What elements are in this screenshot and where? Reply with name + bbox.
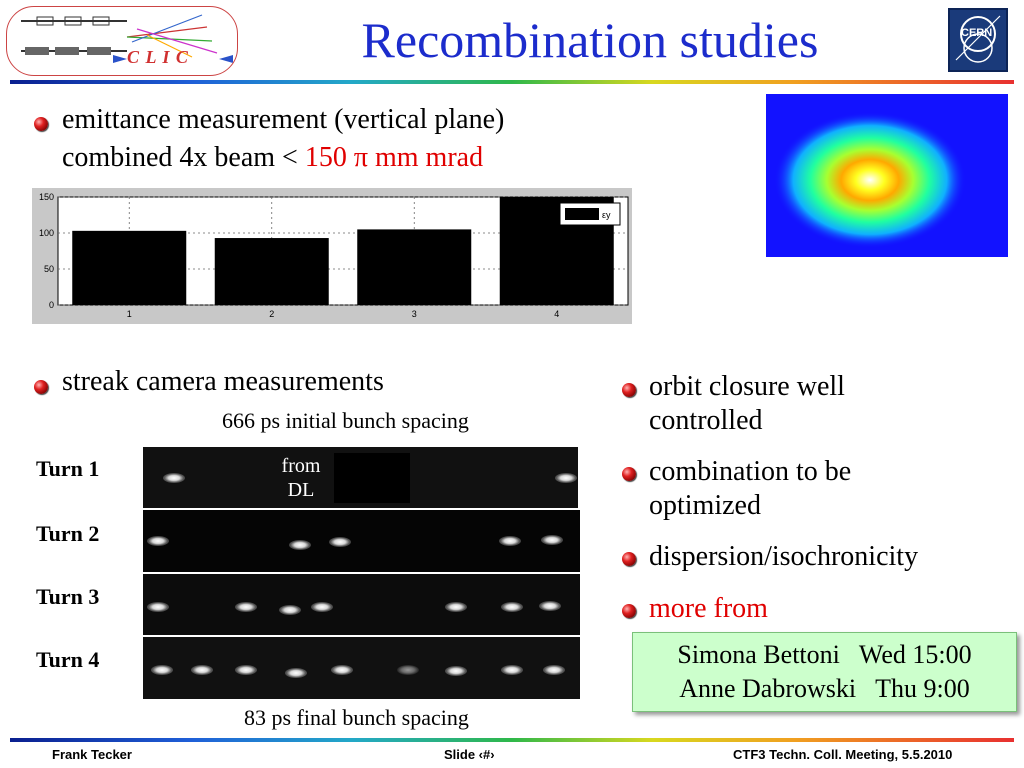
ref-line: Anne Dabrowski Thu 9:00	[679, 674, 970, 703]
ref-line: Simona Bettoni Wed 15:00	[677, 640, 972, 669]
beam-profile-image	[766, 94, 1008, 257]
bullet-dispersion: dispersion/isochronicity	[649, 541, 919, 572]
bunch-spot	[235, 602, 257, 612]
from-dl-mask	[334, 453, 410, 503]
clic-logo-graphic	[21, 14, 233, 63]
bullet-icon	[34, 380, 48, 394]
bunch-spot	[191, 665, 213, 675]
legend-swatch	[565, 208, 599, 220]
bunch-spot	[397, 665, 419, 675]
bullet-line: combination to be	[649, 456, 852, 487]
footer-slide-number: Slide ‹#›	[444, 747, 495, 762]
from-dl-line1: from	[281, 455, 321, 477]
clic-logo: C L I C	[6, 6, 238, 76]
clic-logo-text: C L I C	[127, 47, 189, 67]
y-tick-label: 100	[39, 228, 54, 238]
chart-svg: 0 50 100 150 1 2 3 4 εy	[39, 192, 629, 319]
emittance-line1: emittance measurement (vertical plane)	[62, 104, 505, 135]
turn-label: Turn 3	[36, 584, 100, 609]
bunch-spot	[311, 602, 333, 612]
header-rule	[10, 80, 1014, 84]
bullet-icon	[622, 467, 636, 481]
bunch-spot	[331, 665, 353, 675]
emittance-value: 150 π mm mrad	[304, 142, 484, 173]
bullet-more-from: more from	[649, 593, 768, 624]
bunch-spot	[147, 536, 169, 546]
x-tick-label: 3	[412, 309, 417, 319]
streak-image-turn-4	[143, 637, 580, 699]
bunch-spot	[289, 540, 311, 550]
cern-logo-text: CERN	[961, 27, 993, 39]
footer-meeting: CTF3 Techn. Coll. Meeting, 5.5.2010	[733, 747, 953, 762]
bunch-spot	[151, 665, 173, 675]
initial-spacing-caption: 666 ps initial bunch spacing	[222, 408, 469, 433]
slide-title: Recombination studies	[361, 12, 819, 68]
turn-label: Turn 4	[36, 647, 100, 672]
bunch-spot	[555, 473, 577, 483]
bullet-icon	[34, 117, 48, 131]
bunch-spot	[445, 666, 467, 676]
streak-image-turn-3	[143, 574, 580, 635]
bar	[357, 229, 472, 305]
emittance-prefix: combined 4x beam <	[62, 142, 305, 173]
cern-logo: CERN	[948, 8, 1008, 72]
bunch-spot	[445, 602, 467, 612]
turn-label: Turn 2	[36, 521, 100, 546]
bullet-combination: combination to be optimized	[649, 455, 851, 523]
bullet-icon	[622, 604, 636, 618]
turn-label: Turn 1	[36, 456, 100, 481]
y-tick-label: 50	[44, 264, 54, 274]
y-tick-label: 0	[49, 300, 54, 310]
bunch-spot	[285, 668, 307, 678]
bullet-orbit-closure: orbit closure well controlled	[649, 370, 845, 438]
x-tick-label: 2	[269, 309, 274, 319]
bullet-line: orbit closure well	[649, 371, 845, 402]
emittance-bar-chart: 0 50 100 150 1 2 3 4 εy	[32, 188, 632, 324]
bunch-spot	[501, 665, 523, 675]
bunch-spot	[147, 602, 169, 612]
footer-author: Frank Tecker	[52, 747, 132, 762]
bunch-spot	[539, 601, 561, 611]
bunch-spot	[501, 602, 523, 612]
bullet-icon	[622, 383, 636, 397]
bunch-spot	[499, 536, 521, 546]
bullet-line: optimized	[649, 490, 761, 521]
bunch-spot	[279, 605, 301, 615]
from-dl-label: from DL	[277, 454, 325, 502]
talk-references-box: Simona Bettoni Wed 15:00 Anne Dabrowski …	[632, 632, 1017, 712]
streak-image-turn-2	[143, 510, 580, 572]
cern-logo-graphic	[955, 15, 1001, 63]
bar	[214, 238, 329, 305]
final-spacing-caption: 83 ps final bunch spacing	[244, 705, 469, 730]
bullet-line: controlled	[649, 405, 763, 436]
legend-label: εy	[602, 210, 611, 220]
bunch-spot	[543, 665, 565, 675]
beam-profile-graphic	[774, 112, 966, 248]
bunch-spot	[329, 537, 351, 547]
bunch-spot	[541, 535, 563, 545]
footer-rule	[10, 738, 1014, 742]
emittance-line2: combined 4x beam < 150 π mm mrad	[62, 140, 483, 176]
from-dl-line2: DL	[287, 479, 315, 501]
bar	[72, 230, 187, 305]
x-tick-label: 4	[554, 309, 559, 319]
streak-heading: streak camera measurements	[62, 366, 384, 397]
x-tick-label: 1	[127, 309, 132, 319]
bullet-icon	[622, 552, 636, 566]
bunch-spot	[163, 473, 185, 483]
bunch-spot	[235, 665, 257, 675]
y-tick-label: 150	[39, 192, 54, 202]
